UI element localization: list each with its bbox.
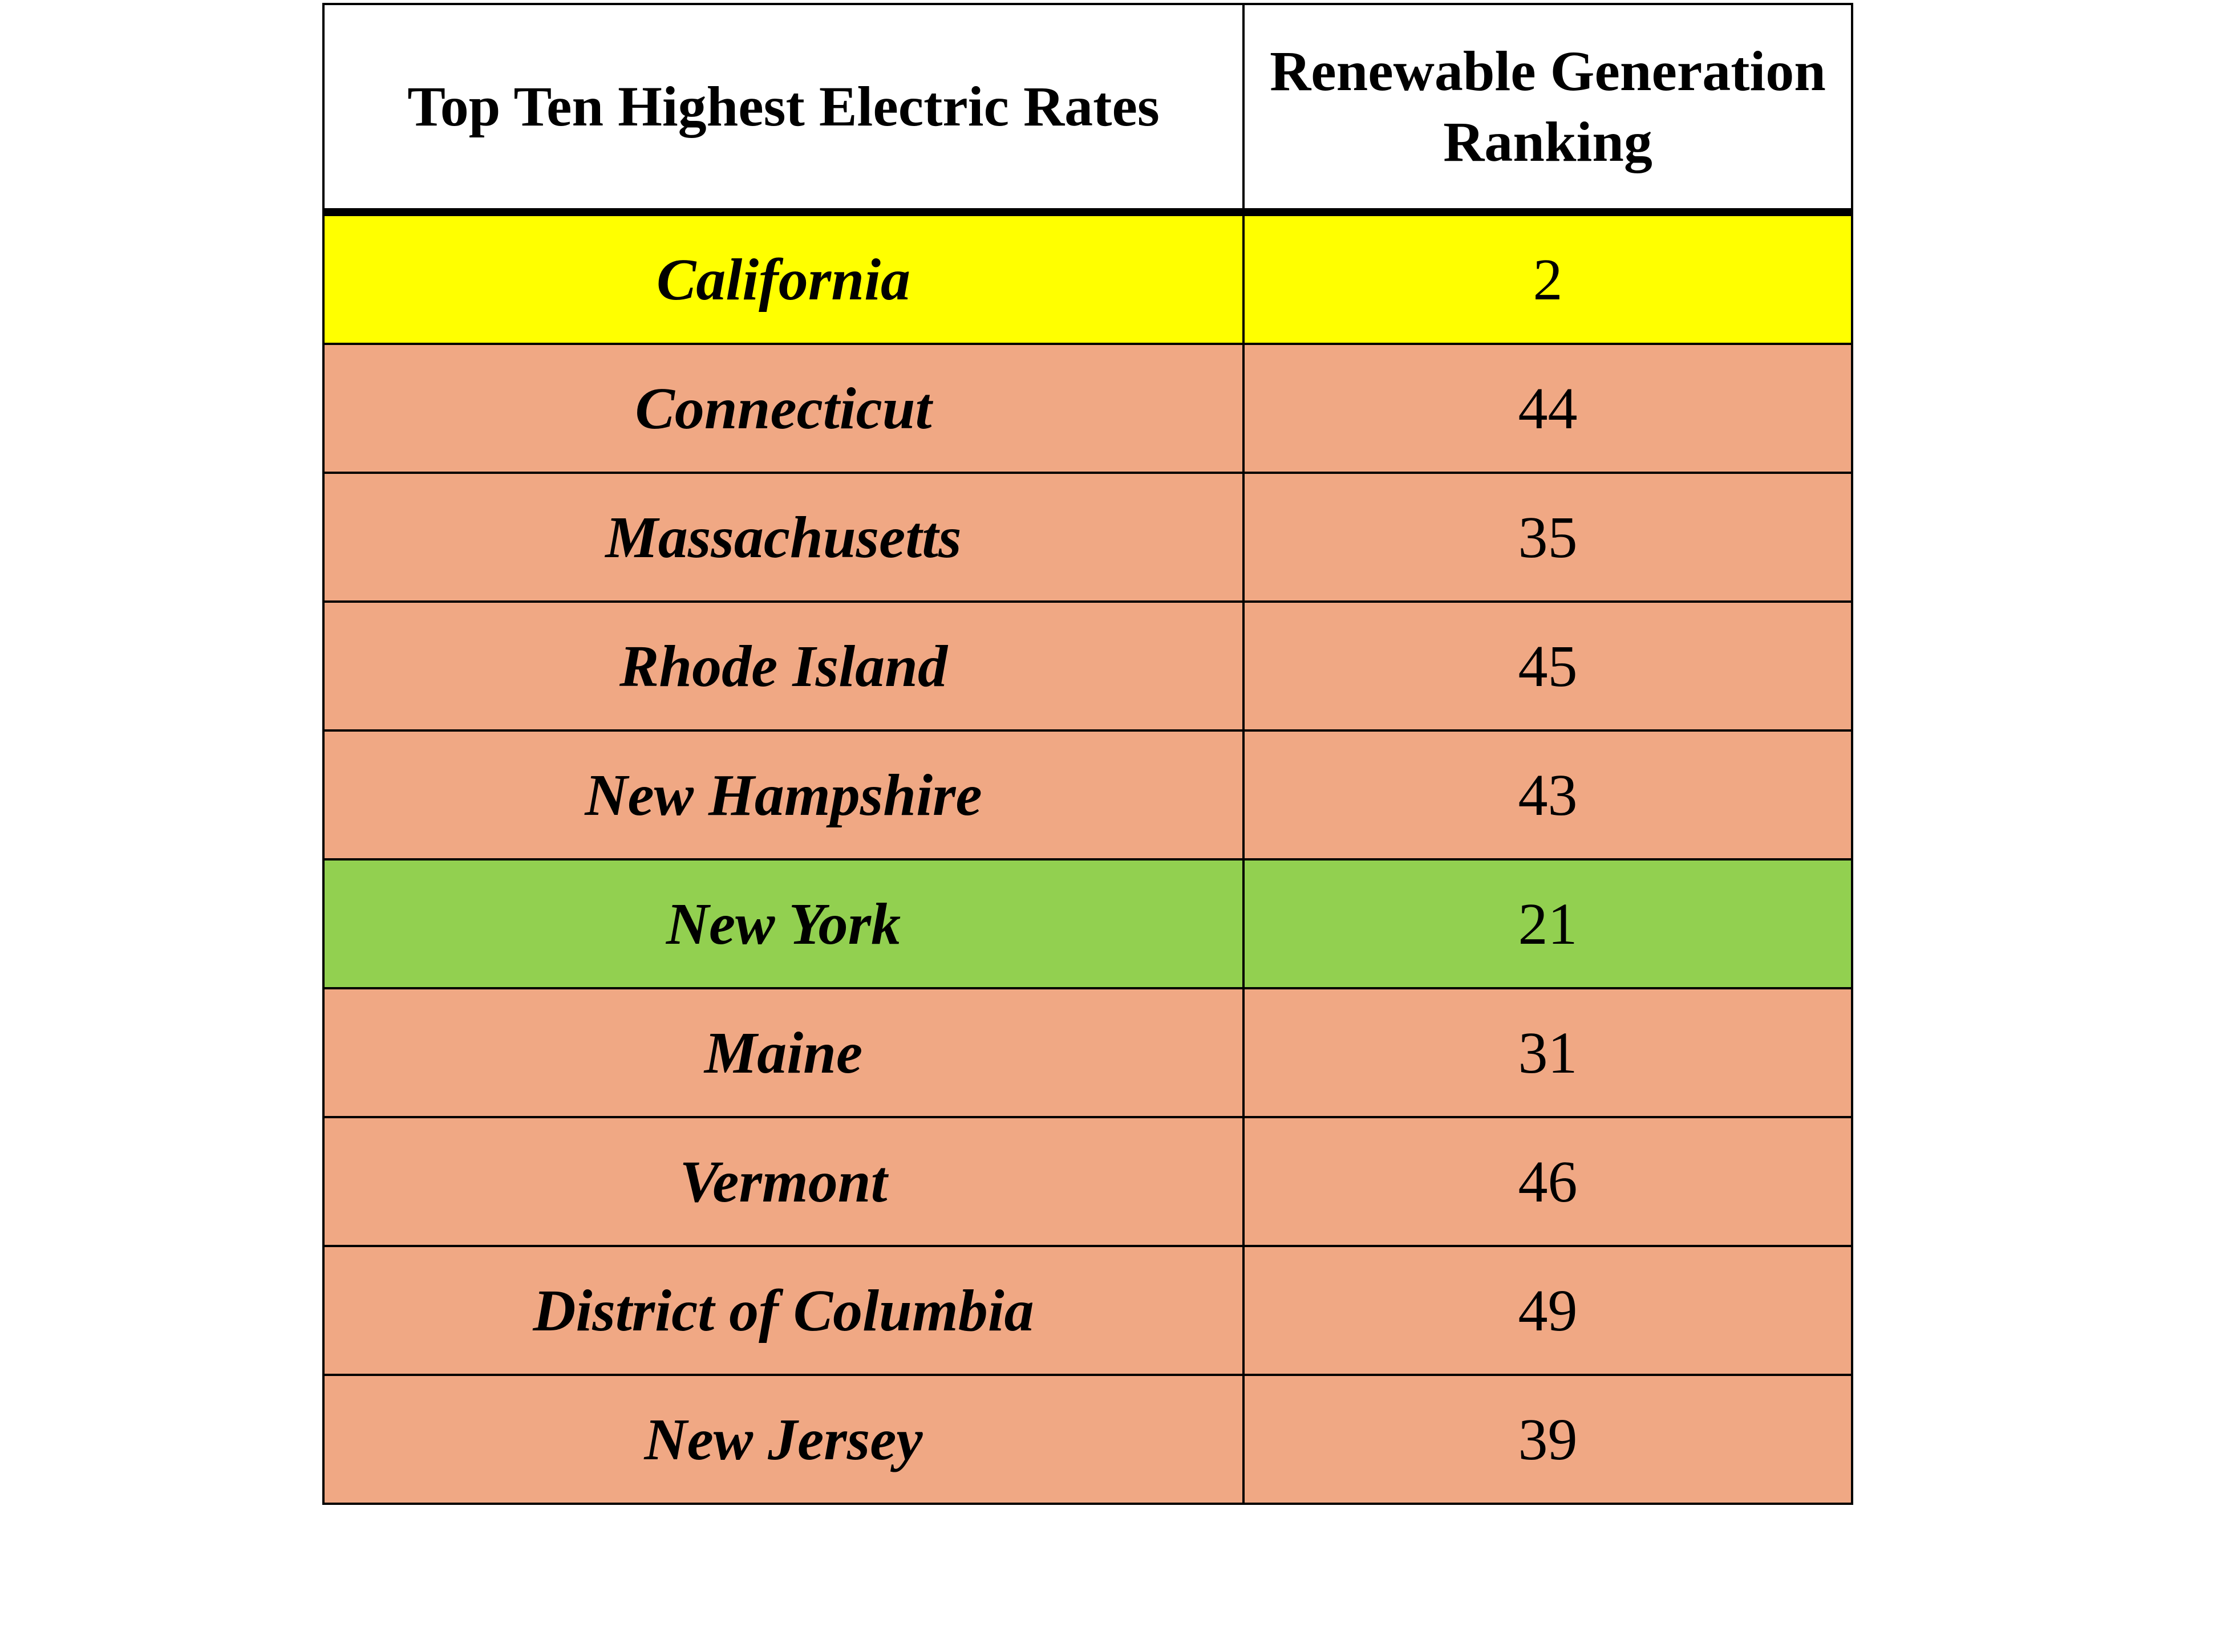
ranking-cell: 39 bbox=[1242, 1374, 1853, 1505]
header-row: Top Ten Highest Electric Rates Renewable… bbox=[322, 3, 1853, 216]
table-row: New Hampshire 43 bbox=[322, 729, 1853, 860]
ranking-cell: 21 bbox=[1242, 858, 1853, 989]
state-cell: New Hampshire bbox=[322, 729, 1245, 860]
table-row: Connecticut 44 bbox=[322, 343, 1853, 474]
state-cell: Massachusetts bbox=[322, 472, 1245, 603]
rates-table-container: Top Ten Highest Electric Rates Renewable… bbox=[322, 3, 1853, 1505]
table-row: Massachusetts 35 bbox=[322, 472, 1853, 603]
ranking-cell: 2 bbox=[1242, 211, 1853, 345]
table-row: District of Columbia 49 bbox=[322, 1245, 1853, 1376]
state-cell: New Jersey bbox=[322, 1374, 1245, 1505]
table-row: California 2 bbox=[322, 211, 1853, 345]
electric-rates-table: Top Ten Highest Electric Rates Renewable… bbox=[322, 3, 1853, 1505]
header-states: Top Ten Highest Electric Rates bbox=[322, 3, 1245, 216]
table-row: Rhode Island 45 bbox=[322, 600, 1853, 732]
ranking-cell: 45 bbox=[1242, 600, 1853, 732]
ranking-cell: 31 bbox=[1242, 987, 1853, 1118]
ranking-cell: 44 bbox=[1242, 343, 1853, 474]
ranking-cell: 49 bbox=[1242, 1245, 1853, 1376]
table-row: New Jersey 39 bbox=[322, 1374, 1853, 1505]
header-ranking: Renewable Generation Ranking bbox=[1242, 3, 1853, 216]
table-row: Maine 31 bbox=[322, 987, 1853, 1118]
table-body: California 2 Connecticut 44 Massachusetts 35 R… bbox=[322, 211, 1853, 1505]
table-row: New York 21 bbox=[322, 858, 1853, 989]
state-cell: New York bbox=[322, 858, 1245, 989]
table-row: Vermont 46 bbox=[322, 1116, 1853, 1247]
state-cell: Rhode Island bbox=[322, 600, 1245, 732]
state-cell: Vermont bbox=[322, 1116, 1245, 1247]
state-cell: California bbox=[322, 211, 1245, 345]
state-cell: Maine bbox=[322, 987, 1245, 1118]
ranking-cell: 43 bbox=[1242, 729, 1853, 860]
state-cell: Connecticut bbox=[322, 343, 1245, 474]
state-cell: District of Columbia bbox=[322, 1245, 1245, 1376]
ranking-cell: 35 bbox=[1242, 472, 1853, 603]
ranking-cell: 46 bbox=[1242, 1116, 1853, 1247]
